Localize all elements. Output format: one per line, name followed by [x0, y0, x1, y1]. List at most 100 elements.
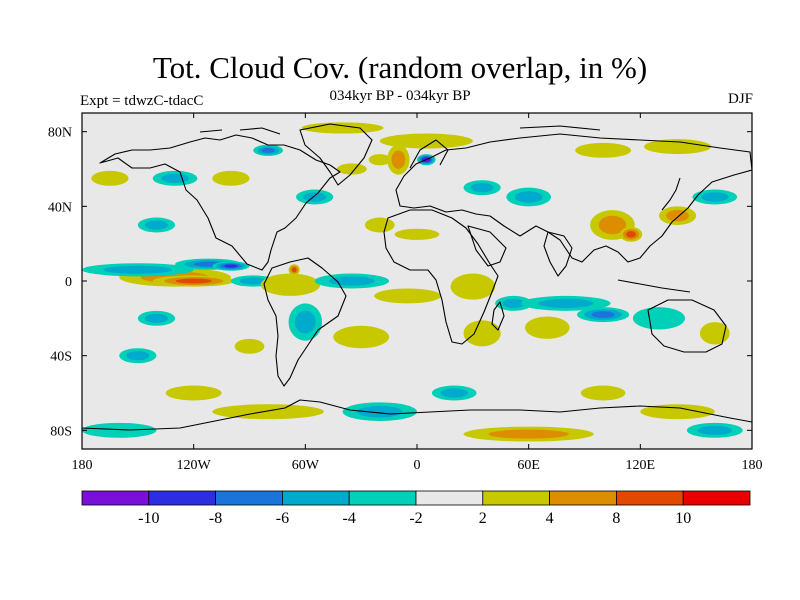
coastline-japan	[661, 177, 681, 211]
coastline-indonesia	[617, 279, 691, 293]
colorbar-bin	[482, 490, 550, 506]
colorbar: -10 -8 -6 -4 -2 2 4 8 10	[81, 490, 751, 527]
anomaly-region	[644, 139, 712, 155]
anomaly-region	[165, 385, 222, 401]
anomaly-region	[379, 133, 473, 149]
coastline-eurasia	[395, 133, 752, 263]
latitude-axis: 80N 40N 0 40S 80S	[48, 126, 752, 439]
anomaly-region	[239, 277, 267, 285]
anomaly-region	[175, 278, 212, 284]
colorbar-label: -10	[138, 510, 159, 527]
colorbar-label: -2	[409, 510, 422, 527]
anomaly-region	[260, 273, 321, 296]
coastline-madagascar	[491, 301, 505, 331]
chart-title: Tot. Cloud Cov. (random overlap, in %)	[152, 50, 648, 85]
anomaly-region	[336, 163, 367, 175]
colorbar-bin	[616, 490, 684, 506]
anomaly-region	[394, 228, 440, 240]
anomaly-region	[488, 429, 569, 439]
anomaly-region	[144, 220, 168, 230]
coastline-australia	[647, 299, 727, 353]
coastline-greenland	[299, 123, 373, 186]
anomaly-layer	[82, 122, 743, 442]
lon-tick-label: 60W	[292, 458, 320, 473]
anomaly-region	[450, 273, 496, 300]
anomaly-region	[580, 385, 626, 401]
colorbar-bin	[281, 490, 350, 506]
colorbar-bin	[81, 490, 150, 506]
anomaly-region	[598, 215, 627, 235]
coastline-india	[543, 231, 573, 277]
anomaly-region	[374, 288, 442, 304]
anomaly-region	[368, 154, 391, 166]
coastline-south-america	[263, 257, 347, 387]
colorbar-label: 4	[546, 510, 554, 527]
lon-tick-label: 180	[742, 458, 763, 473]
anomaly-region	[261, 147, 275, 153]
anomaly-region	[144, 313, 168, 323]
colorbar-label: 10	[675, 510, 691, 527]
anomaly-region	[699, 322, 730, 345]
anomaly-region	[575, 142, 632, 158]
anomaly-region	[440, 388, 468, 398]
anomaly-region	[591, 311, 615, 318]
colorbar-label: -6	[276, 510, 289, 527]
coastline-africa	[383, 209, 499, 345]
coastlines	[82, 123, 752, 431]
anomaly-region	[666, 209, 690, 222]
anomaly-region	[391, 150, 406, 169]
colorbar-label: -4	[343, 510, 356, 527]
lat-tick-label: 40N	[48, 200, 72, 215]
period-label: 034kyr BP - 034kyr BP	[329, 88, 471, 104]
anomaly-region	[356, 405, 403, 418]
colorbar-bin	[682, 490, 751, 506]
lat-tick-label: 80N	[48, 126, 72, 141]
lon-tick-label: 0	[414, 458, 421, 473]
anomaly-region	[303, 192, 327, 202]
anomaly-region	[632, 307, 685, 330]
anomaly-region	[626, 231, 636, 238]
anomaly-region	[103, 265, 173, 274]
anomaly-region	[212, 404, 324, 420]
anomaly-region	[640, 404, 715, 420]
coastline-arabia	[467, 225, 507, 267]
anomaly-region	[234, 338, 265, 354]
anomaly-region	[524, 316, 570, 339]
colorbar-bin	[215, 490, 283, 506]
anomaly-region	[463, 320, 501, 347]
anomaly-region	[126, 351, 150, 361]
anomaly-region	[701, 192, 729, 202]
anomaly-region	[82, 422, 157, 438]
anomaly-region	[697, 425, 732, 435]
colorbar-bin	[148, 490, 217, 506]
lon-tick-label: 120E	[626, 458, 656, 473]
colorbar-bin	[415, 490, 484, 506]
colorbar-label: -8	[209, 510, 222, 527]
season-label: DJF	[727, 91, 753, 107]
anomaly-region	[470, 183, 494, 193]
lat-tick-label: 0	[65, 275, 72, 290]
anomaly-region	[502, 298, 526, 308]
anomaly-region	[328, 276, 375, 286]
anomaly-region	[333, 325, 390, 349]
colorbar-label: 2	[479, 510, 487, 527]
lon-tick-label: 120W	[177, 458, 212, 473]
anomaly-region	[291, 267, 297, 273]
experiment-label: Expt = tdwzC-tdacC	[80, 93, 204, 109]
lat-tick-label: 40S	[50, 350, 72, 365]
anomaly-region	[364, 217, 395, 233]
colorbar-bin	[348, 490, 417, 506]
colorbar-label: 8	[612, 510, 620, 527]
coastline-arctic-islands	[199, 125, 601, 135]
anomaly-region	[161, 173, 189, 183]
coastline-scandinavia	[409, 139, 449, 169]
anomaly-region	[301, 122, 384, 134]
lat-tick-label: 80S	[50, 424, 72, 439]
coastline-north-america	[99, 134, 341, 271]
longitude-axis: 180 120W 60W 0 60E 120E 180	[72, 113, 763, 473]
anomaly-region	[91, 170, 129, 186]
lon-tick-label: 180	[72, 458, 93, 473]
anomaly-region	[538, 298, 594, 308]
anomaly-region	[514, 191, 543, 203]
anomaly-region	[224, 264, 238, 268]
